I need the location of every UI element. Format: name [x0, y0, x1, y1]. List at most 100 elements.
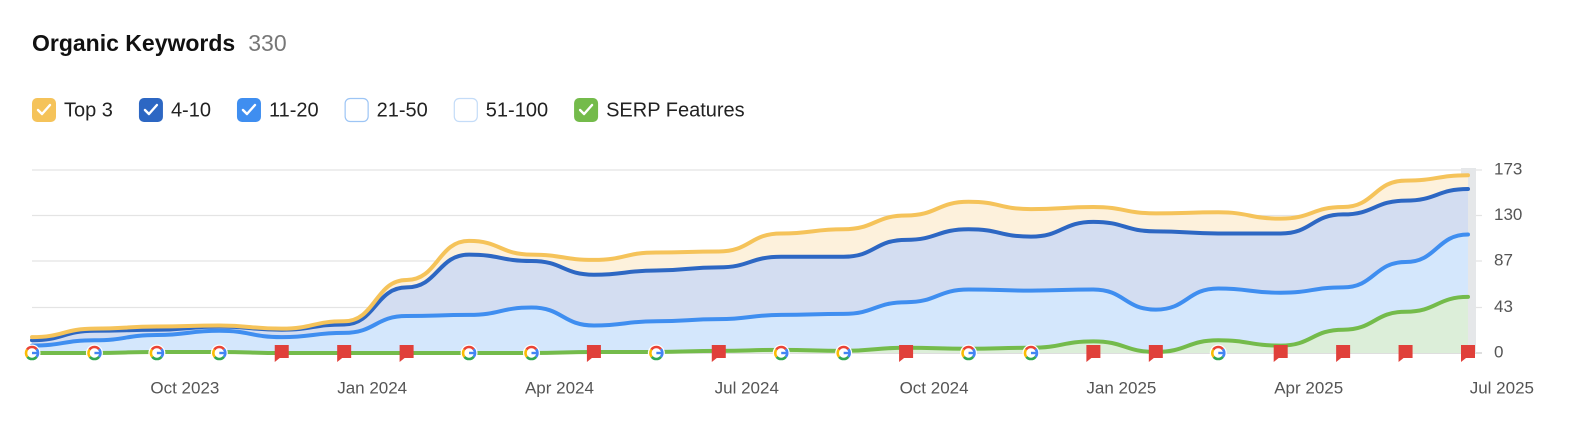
- icon-arc: [962, 355, 975, 361]
- icon-flag: [586, 345, 601, 362]
- icon-flag: [1086, 345, 1101, 362]
- note-flag-icon[interactable]: [399, 345, 414, 362]
- x-tick-label: Jul 2025: [1470, 378, 1534, 397]
- note-flag-icon[interactable]: [899, 345, 914, 362]
- icon-arc: [87, 348, 91, 358]
- legend-item[interactable]: 4-10: [138, 98, 211, 122]
- icon-arc: [463, 355, 475, 361]
- legend-label: SERP Features: [606, 99, 745, 121]
- icon-flag: [1148, 345, 1163, 362]
- google-update-icon[interactable]: [23, 344, 41, 362]
- icon-arc: [212, 348, 216, 358]
- icon-arc: [773, 348, 778, 358]
- icon-arc: [149, 348, 154, 358]
- icon-arc: [1212, 345, 1224, 351]
- google-update-icon[interactable]: [85, 344, 103, 362]
- area-fill: [32, 234, 1468, 353]
- legend-checkbox: [453, 97, 478, 123]
- icon-arc: [525, 355, 538, 361]
- check-mark: [143, 103, 159, 116]
- legend-label: 51-100: [486, 99, 548, 121]
- icon-arc: [24, 348, 29, 358]
- icon-arc: [463, 345, 475, 351]
- series-line: [30, 232, 1470, 348]
- icon-flag: [899, 345, 914, 362]
- icon-flag: [1273, 345, 1288, 362]
- icon-flag: [1461, 345, 1475, 362]
- chart-title: Organic Keywords: [32, 30, 235, 56]
- google-update-icon[interactable]: [210, 344, 228, 362]
- check-mark: [36, 103, 52, 116]
- note-flag-icon[interactable]: [1148, 345, 1163, 362]
- icon-flag: [274, 345, 289, 362]
- icon-arc: [26, 345, 38, 351]
- icon-arc: [838, 355, 850, 361]
- legend-label: 11-20: [269, 99, 319, 121]
- icon-arc: [213, 355, 225, 361]
- note-flag-icon[interactable]: [711, 345, 726, 362]
- google-update-icon[interactable]: [148, 344, 166, 362]
- icon-arc: [525, 345, 538, 351]
- icon-arc: [837, 345, 850, 351]
- icon-arc: [1210, 348, 1215, 358]
- note-flag-icon[interactable]: [1461, 345, 1475, 362]
- icon-arc: [650, 345, 662, 351]
- x-tick-label: Apr 2024: [525, 378, 594, 397]
- google-update-icon[interactable]: [460, 344, 478, 362]
- icon-arc: [150, 345, 163, 351]
- icon-flag: [1336, 345, 1351, 362]
- icon-arc: [836, 348, 841, 358]
- x-tick-label: Jan 2024: [337, 378, 407, 397]
- google-update-icon[interactable]: [1209, 344, 1227, 362]
- note-flag-icon[interactable]: [1086, 345, 1101, 362]
- icon-arc: [151, 355, 163, 361]
- icon-arc: [461, 348, 466, 358]
- note-flag-icon[interactable]: [1273, 345, 1288, 362]
- y-tick-label: 173: [1494, 159, 1522, 178]
- series-line: [30, 173, 1470, 340]
- x-tick-label: Jan 2025: [1086, 378, 1156, 397]
- check-mark: [578, 103, 594, 116]
- y-tick-label: 130: [1494, 205, 1522, 224]
- icon-arc: [26, 355, 38, 361]
- google-update-icon[interactable]: [960, 344, 978, 362]
- icon-flag: [399, 345, 414, 362]
- icon-arc: [88, 355, 101, 361]
- icon-arc: [775, 355, 787, 361]
- legend-item[interactable]: Top 3: [32, 98, 113, 122]
- keyword-total: 330: [248, 30, 286, 56]
- legend-label: Top 3: [64, 99, 113, 121]
- area-fill: [32, 189, 1468, 346]
- legend-item[interactable]: 11-20: [236, 98, 319, 122]
- legend-checkbox: [344, 97, 369, 123]
- y-tick-label: 0: [1494, 342, 1503, 361]
- google-update-icon[interactable]: [835, 344, 853, 362]
- note-flag-icon[interactable]: [586, 345, 601, 362]
- icon-arc: [1025, 355, 1037, 361]
- plot: [30, 168, 1482, 355]
- note-flag-icon[interactable]: [1336, 345, 1351, 362]
- legend-item[interactable]: 21-50: [344, 97, 428, 123]
- google-update-icon[interactable]: [1022, 344, 1040, 362]
- x-tick-label: Oct 2024: [900, 378, 969, 397]
- note-flag-icon[interactable]: [337, 345, 352, 362]
- area-fill: [32, 175, 1468, 341]
- note-flag-icon[interactable]: [1398, 345, 1413, 362]
- check-mark: [241, 103, 257, 116]
- google-update-icon[interactable]: [647, 344, 665, 362]
- x-tick-label: Apr 2025: [1274, 378, 1343, 397]
- legend-label: 4-10: [171, 99, 211, 121]
- google-update-icon[interactable]: [522, 344, 540, 362]
- icon-arc: [962, 345, 975, 351]
- icon-flag: [337, 345, 352, 362]
- icon-arc: [1212, 355, 1224, 361]
- legend-item[interactable]: 51-100: [453, 97, 548, 123]
- x-tick-label: Oct 2023: [150, 378, 219, 397]
- icon-arc: [524, 348, 528, 358]
- legend-item[interactable]: SERP Features: [574, 98, 745, 122]
- note-flag-icon[interactable]: [274, 345, 289, 362]
- x-tick-label: Jul 2024: [715, 378, 779, 397]
- google-update-icon[interactable]: [772, 344, 790, 362]
